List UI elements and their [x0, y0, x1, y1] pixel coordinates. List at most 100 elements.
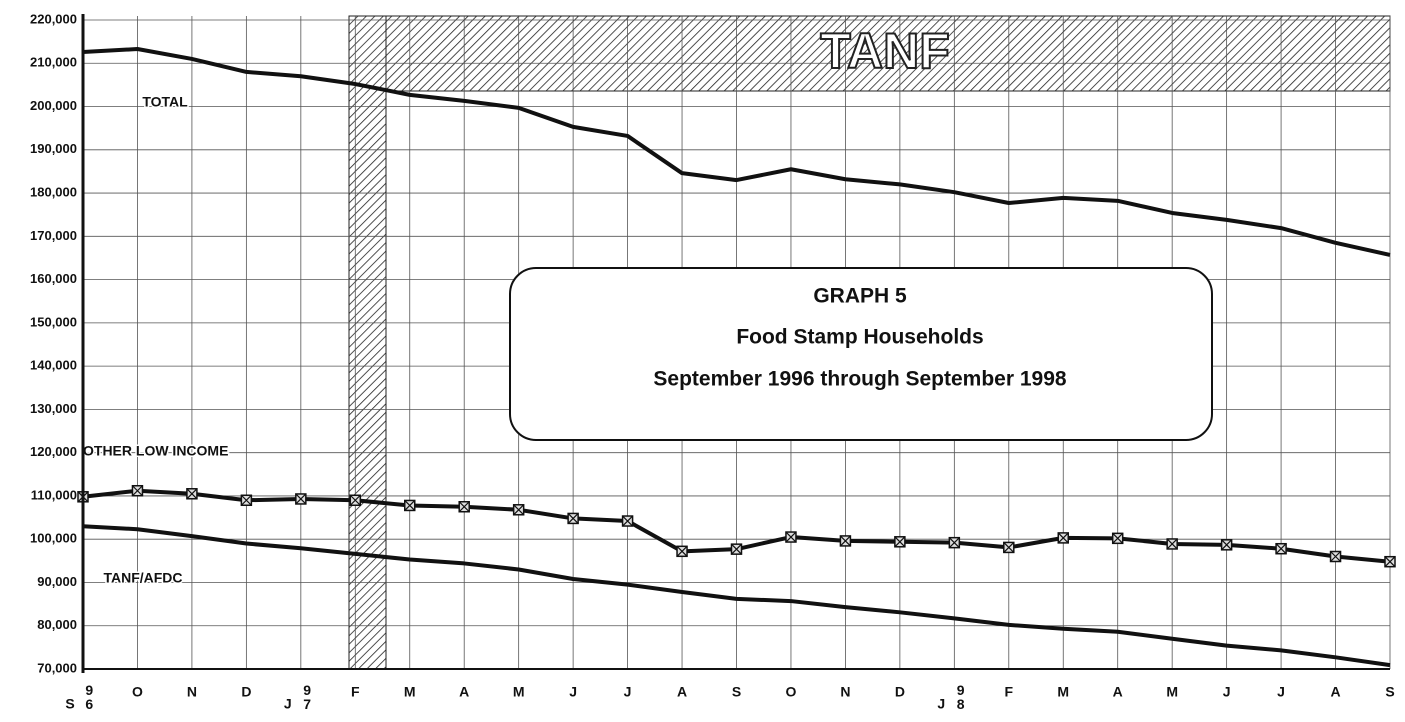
marker-cross: [1003, 541, 1015, 553]
x-tick-label: M: [1057, 684, 1069, 700]
marker: [785, 531, 797, 543]
marker-cross: [1221, 539, 1233, 551]
marker-cross: [1330, 551, 1341, 562]
marker: [295, 493, 307, 505]
chart-subtitle: September 1996 through September 1998: [653, 368, 1066, 391]
x-tick-label: A: [677, 684, 687, 700]
y-tick-label: 190,000: [30, 141, 77, 156]
marker: [948, 536, 961, 549]
marker: [458, 501, 470, 513]
series-line: [82, 524, 1391, 668]
y-tick-label: 90,000: [37, 574, 77, 589]
marker: [186, 488, 198, 500]
marker: [349, 494, 362, 507]
marker-cross: [567, 513, 579, 524]
marker-cross: [458, 501, 470, 513]
marker-cross: [622, 515, 634, 527]
y-tick-label: 130,000: [30, 401, 77, 416]
marker-cross: [948, 537, 960, 549]
marker-cross: [513, 504, 525, 516]
y-tick-label: 180,000: [30, 185, 77, 200]
plot: TOTAL OTHER LOW INCOME TANF/AFDC: [77, 46, 1396, 668]
y-tick-label: 210,000: [30, 55, 77, 70]
marker: [1384, 555, 1396, 568]
y-tick-label: 100,000: [30, 531, 77, 546]
y-tick-label: 140,000: [30, 358, 77, 373]
marker-cross: [839, 535, 851, 547]
marker: [1111, 532, 1124, 545]
x-tick-label: J: [1223, 684, 1231, 700]
marker-cross: [240, 494, 252, 506]
x-tick-label: A: [1113, 684, 1123, 700]
marker: [404, 499, 416, 512]
y-tick-label: 170,000: [30, 228, 77, 243]
y-tick-label: 220,000: [30, 11, 77, 26]
tanf-label: TANF: [820, 23, 950, 79]
marker: [676, 545, 688, 558]
series-line: [82, 46, 1391, 257]
marker: [1275, 542, 1287, 555]
y-tick-label: 200,000: [30, 98, 77, 113]
marker: [567, 512, 579, 525]
marker: [131, 484, 144, 497]
y-tick-label: 110,000: [31, 487, 77, 502]
marker: [730, 543, 743, 555]
x-tick-label: J: [1277, 684, 1285, 700]
marker-cross: [1384, 556, 1396, 568]
marker-cross: [295, 493, 307, 505]
x-tick-label: D: [895, 684, 905, 700]
x-tick-label: S: [1385, 684, 1394, 700]
marker-cross: [1275, 543, 1287, 555]
marker-cross: [132, 485, 143, 497]
marker: [512, 504, 525, 516]
y-tick-label: 120,000: [30, 444, 77, 459]
x-tick-label: M: [1166, 684, 1178, 700]
x-year-label: 97: [299, 682, 315, 710]
x-tick-label: F: [1005, 684, 1014, 700]
marker-cross: [349, 494, 361, 506]
x-tick-label: O: [786, 684, 797, 700]
marker: [1057, 532, 1069, 544]
tanf-band-side: [348, 15, 387, 670]
x-tick-label: N: [187, 684, 197, 700]
marker-cross: [785, 531, 797, 543]
y-tick-label: 160,000: [30, 271, 77, 286]
x-tick-label: J: [937, 696, 945, 712]
x-tick-label: A: [459, 684, 469, 700]
marker: [839, 535, 852, 547]
x-tick-label: N: [840, 684, 850, 700]
marker-cross: [894, 536, 906, 548]
x-tick-label: O: [132, 684, 143, 700]
x-tick-label: J: [569, 684, 577, 700]
x-tick-label: D: [241, 684, 251, 700]
marker-cross: [731, 543, 742, 555]
y-tick-label: 80,000: [37, 617, 77, 632]
marker-cross: [404, 500, 416, 511]
marker: [621, 515, 634, 527]
x-year-label: 98: [953, 682, 969, 710]
series-label: TOTAL: [142, 94, 188, 110]
x-tick-label: J: [284, 696, 292, 712]
x-year-label: 96: [81, 682, 97, 710]
x-tick-label: M: [404, 684, 416, 700]
tanf-band-top: [348, 15, 1391, 92]
chart-subtitle: Food Stamp Households: [736, 326, 983, 349]
marker-cross: [676, 545, 688, 557]
x-tick-label: A: [1330, 684, 1340, 700]
x-tick-label: F: [351, 684, 360, 700]
x-tick-label: M: [513, 684, 525, 700]
marker: [1003, 541, 1015, 554]
x-tick-label: J: [624, 684, 632, 700]
x-tick-label: S: [65, 696, 74, 712]
marker-cross: [1057, 532, 1069, 544]
marker-cross: [1166, 538, 1178, 550]
y-tick-label: 150,000: [30, 314, 77, 329]
y-tick-label: 70,000: [37, 660, 77, 675]
marker: [240, 494, 253, 507]
x-tick-label: S: [732, 684, 741, 700]
marker: [1329, 550, 1342, 563]
marker-cross: [186, 488, 198, 500]
marker: [894, 536, 906, 548]
chart-title: GRAPH 5: [813, 285, 907, 308]
